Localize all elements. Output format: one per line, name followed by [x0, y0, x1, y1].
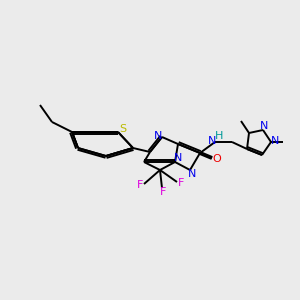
Text: N: N: [154, 131, 162, 141]
Text: O: O: [213, 154, 221, 164]
Text: N: N: [208, 136, 216, 146]
Text: F: F: [178, 178, 184, 188]
Text: H: H: [215, 131, 223, 141]
Text: S: S: [119, 124, 127, 134]
Text: F: F: [160, 187, 166, 197]
Text: N: N: [174, 153, 182, 163]
Text: F: F: [137, 180, 143, 190]
Text: N: N: [260, 121, 268, 131]
Text: N: N: [271, 136, 279, 146]
Text: N: N: [188, 169, 196, 179]
